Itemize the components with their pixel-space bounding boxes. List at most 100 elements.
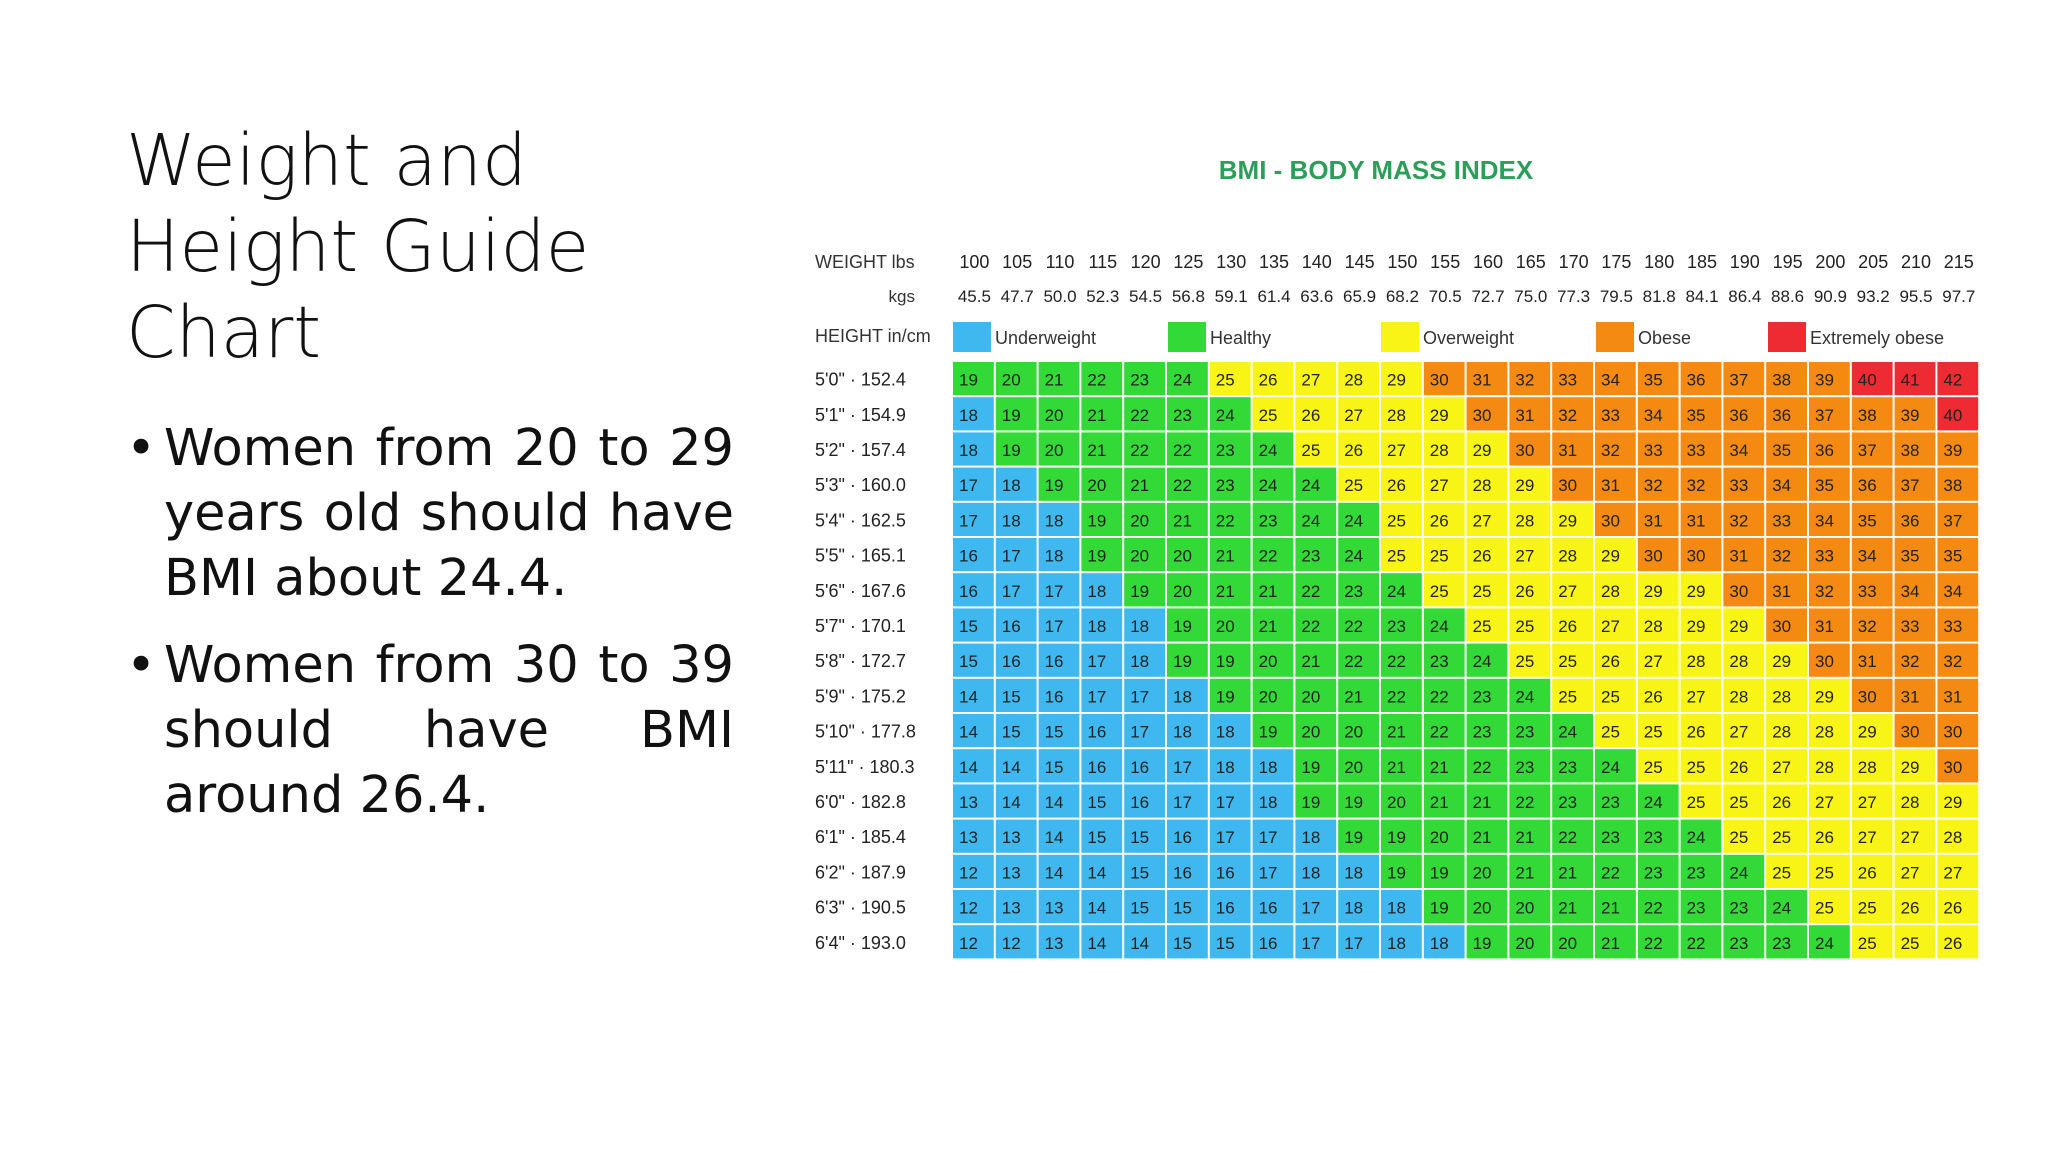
bmi-cell-label: 14	[1045, 863, 1064, 882]
bmi-cell	[1509, 714, 1551, 748]
bmi-cell	[953, 573, 994, 607]
bmi-cell-label: 28	[1430, 441, 1449, 460]
bmi-cell	[1081, 925, 1123, 959]
bmi-cell-label: 13	[1045, 899, 1064, 918]
bmi-cell-label: 38	[1901, 441, 1920, 460]
bmi-cell-label: 20	[1002, 371, 1021, 390]
bmi-cell-label: 20	[1301, 687, 1320, 706]
bmi-cell	[1167, 573, 1208, 607]
bmi-cell-label: 19	[1387, 863, 1406, 882]
bmi-cell	[1124, 749, 1165, 783]
bmi-cell	[1381, 714, 1422, 748]
bmi-cell	[1509, 819, 1551, 853]
bmi-cell	[1809, 573, 1850, 607]
bmi-cell	[1723, 538, 1765, 572]
bmi-cell-label: 32	[1687, 476, 1706, 495]
bmi-cell	[1466, 467, 1508, 501]
bmi-cell-label: 31	[1558, 441, 1577, 460]
bmi-cell	[1124, 854, 1165, 888]
bmi-cell	[1894, 714, 1936, 748]
bmi-cell	[1637, 502, 1679, 536]
bmi-cell	[1338, 573, 1379, 607]
bmi-cell	[1338, 819, 1379, 853]
bmi-cell-label: 28	[1473, 476, 1492, 495]
bmi-cell-label: 26	[1473, 547, 1492, 566]
bmi-cell	[1209, 502, 1251, 536]
bmi-cell	[1851, 925, 1893, 959]
bmi-cell-label: 23	[1558, 793, 1577, 812]
bmi-cell-label: 27	[1473, 511, 1492, 530]
bmi-cell-label: 34	[1901, 582, 1920, 601]
bmi-cell-label: 12	[1002, 934, 1021, 953]
bmi-cell-label: 19	[1216, 652, 1235, 671]
bmi-cell	[1552, 538, 1593, 572]
bmi-cell	[1851, 714, 1893, 748]
bmi-cell	[1381, 538, 1422, 572]
bmi-cell-label: 21	[1259, 617, 1278, 636]
weight-kgs-tick: 56.8	[1172, 287, 1205, 306]
bmi-cell	[1338, 925, 1379, 959]
bmi-cell-label: 32	[1515, 371, 1534, 390]
bmi-cell-label: 33	[1815, 547, 1834, 566]
bmi-cell	[1552, 643, 1593, 677]
legend-swatch	[953, 322, 991, 352]
bmi-cell	[1466, 502, 1508, 536]
bmi-cell	[1252, 397, 1294, 431]
bmi-cell-label: 17	[1002, 582, 1021, 601]
bmi-cell-label: 14	[1002, 793, 1021, 812]
bmi-cell	[1552, 854, 1593, 888]
bmi-cell	[1252, 538, 1294, 572]
bmi-cell-label: 26	[1301, 406, 1320, 425]
height-tick: 5'5" · 165.1	[815, 546, 906, 566]
weight-lbs-tick: 135	[1259, 252, 1289, 272]
bmi-cell	[1381, 502, 1422, 536]
bmi-cell	[1595, 573, 1636, 607]
bmi-cell-label: 25	[1901, 934, 1920, 953]
bmi-cell-label: 29	[1558, 511, 1577, 530]
bmi-cell-label: 36	[1815, 441, 1834, 460]
bmi-cell	[1637, 925, 1679, 959]
bmi-cell-label: 39	[1901, 406, 1920, 425]
bmi-cell	[1595, 467, 1636, 501]
legend-label: Overweight	[1423, 328, 1514, 348]
weight-lbs-tick: 125	[1173, 252, 1203, 272]
bmi-cell-label: 14	[959, 758, 978, 777]
bmi-cell	[1637, 397, 1679, 431]
bmi-cell	[1937, 854, 1979, 888]
bmi-cell-label: 16	[1173, 828, 1192, 847]
bmi-cell	[1552, 608, 1593, 642]
bmi-cell-label: 24	[1216, 406, 1235, 425]
weight-lbs-tick: 185	[1687, 252, 1717, 272]
bmi-cell-label: 21	[1430, 793, 1449, 812]
height-tick: 6'1" · 185.4	[815, 827, 906, 847]
bmi-cell-label: 29	[1943, 793, 1962, 812]
bmi-cell	[953, 890, 994, 924]
bmi-cell-label: 19	[1045, 476, 1064, 495]
bmi-cell	[1937, 819, 1979, 853]
bmi-cell-label: 30	[1515, 441, 1534, 460]
bmi-cell	[1937, 432, 1979, 466]
bmi-cell	[1766, 643, 1807, 677]
bmi-cell	[1081, 819, 1123, 853]
bmi-cell	[1851, 784, 1893, 818]
bmi-cell	[1338, 467, 1379, 501]
bmi-cell	[1851, 749, 1893, 783]
bmi-cell-label: 31	[1815, 617, 1834, 636]
height-tick: 6'2" · 187.9	[815, 862, 906, 882]
bmi-cell	[1081, 678, 1123, 712]
bmi-cell-label: 25	[1515, 617, 1534, 636]
bmi-cell	[1295, 890, 1337, 924]
bmi-cell	[1637, 467, 1679, 501]
bmi-cell-label: 18	[1344, 863, 1363, 882]
bmi-cell-label: 18	[1130, 617, 1149, 636]
bmi-cell	[1595, 397, 1636, 431]
bmi-cell	[1252, 819, 1294, 853]
bmi-cell	[1723, 819, 1765, 853]
bmi-cell-label: 21	[1173, 511, 1192, 530]
bmi-cell	[995, 608, 1037, 642]
bmi-cell	[1209, 432, 1251, 466]
bmi-cell-label: 32	[1943, 652, 1962, 671]
bmi-cell-label: 29	[1772, 652, 1791, 671]
bmi-cell	[1124, 467, 1165, 501]
bmi-cell	[1381, 890, 1422, 924]
